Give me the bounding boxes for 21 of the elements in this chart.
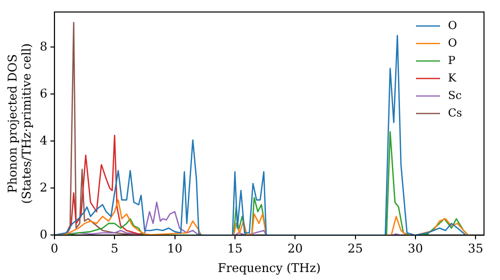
legend-label: O (448, 18, 458, 32)
x-tick-label: 20 (287, 242, 303, 256)
x-axis-title: Frequency (THz) (218, 260, 321, 275)
y-tick-label: 0 (40, 227, 48, 242)
y-tick-label: 2 (40, 180, 48, 194)
x-tick-label: 0 (50, 242, 58, 256)
y-axis-title: Phonon projected DOS (States/THz·primitive cell) (5, 43, 34, 204)
y-tick-label: 8 (40, 39, 48, 54)
x-tick-label: 30 (408, 242, 424, 256)
legend-label: Cs (448, 106, 462, 120)
legend-label: Sc (448, 88, 462, 102)
x-tick-label: 10 (167, 242, 182, 256)
legend-label: O (448, 36, 458, 50)
x-tick-label: 5 (110, 242, 118, 256)
x-tick-label: 25 (348, 242, 363, 256)
legend-label: K (448, 71, 457, 84)
x-tick-label: 35 (468, 242, 484, 256)
x-tick-label: 15 (227, 242, 243, 256)
y-tick-label: 4 (40, 133, 48, 148)
legend-label: P (448, 54, 456, 67)
y-tick-label: 6 (40, 86, 48, 100)
